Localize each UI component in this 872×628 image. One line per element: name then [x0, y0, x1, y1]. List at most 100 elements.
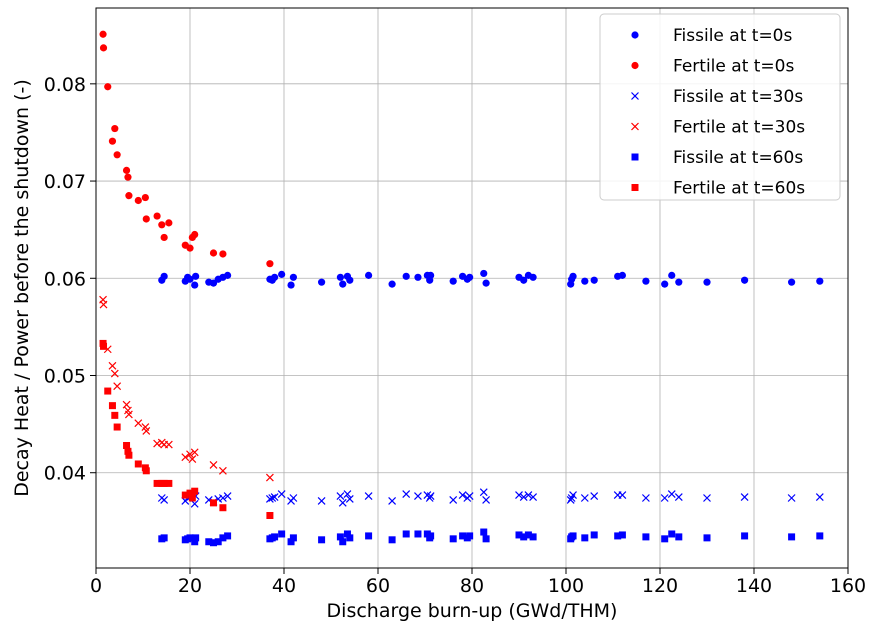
data-point [134, 419, 143, 428]
data-point [336, 273, 344, 281]
data-point [266, 260, 274, 268]
data-point [449, 535, 457, 543]
data-point [265, 473, 274, 482]
data-point [277, 490, 286, 499]
x-axis-title: Discharge burn-up (GWd/THM) [327, 600, 618, 622]
data-point [123, 442, 131, 449]
data-point [482, 535, 490, 543]
data-point [614, 532, 622, 540]
legend-label: Fertile at t=0s [673, 57, 794, 77]
data-point [219, 534, 227, 542]
data-point [388, 496, 397, 505]
data-point [99, 44, 108, 52]
x-tick-label: 0 [90, 575, 102, 597]
data-point [788, 533, 796, 541]
y-tick-label: 0.04 [44, 463, 86, 485]
data-point [339, 280, 347, 288]
data-point [265, 495, 274, 503]
data-point [427, 271, 435, 279]
data-point [188, 455, 197, 464]
data-point [480, 269, 488, 278]
data-point [113, 423, 121, 431]
legend-item: Fertile at t=60s [631, 179, 805, 199]
data-point [741, 276, 749, 284]
data-point [618, 491, 627, 500]
data-point [142, 215, 150, 223]
data-point [287, 538, 295, 546]
data-point [661, 535, 669, 543]
data-point [346, 276, 354, 284]
y-tick-label: 0.06 [44, 268, 86, 290]
data-point [214, 538, 222, 546]
axis-ticks: 0 20 40 60 80 100 120 140 160 0.04 0.05 0.06 0.07 0.0… [44, 74, 866, 597]
data-point [675, 533, 683, 541]
legend-item: Fissile at t=30s [631, 87, 803, 107]
data-point [569, 491, 577, 500]
data-point [210, 539, 217, 547]
data-point [642, 533, 650, 541]
data-point [108, 402, 116, 410]
data-point [402, 490, 411, 499]
data-point [108, 361, 117, 370]
data-point [218, 494, 227, 502]
data-point [524, 491, 533, 500]
legend-label: Fertile at t=30s [673, 118, 805, 138]
legend-marker [631, 31, 639, 39]
data-point [160, 272, 168, 280]
data-point [266, 512, 274, 519]
data-point [482, 279, 490, 287]
data-point [124, 410, 133, 419]
data-point [271, 533, 279, 541]
data-point [426, 492, 435, 500]
legend-marker [631, 122, 639, 131]
series-1 [158, 269, 824, 289]
data-point [515, 531, 523, 539]
data-point [122, 400, 131, 409]
data-point [520, 276, 528, 284]
data-point [110, 369, 119, 378]
data-point [661, 280, 669, 288]
data-point [480, 528, 488, 536]
data-point [642, 277, 650, 285]
data-point [223, 492, 232, 500]
data-point [590, 276, 598, 284]
legend-label: Fissile at t=30s [673, 87, 803, 107]
data-point [402, 272, 410, 280]
data-point [153, 479, 161, 487]
legend: Fissile at t=0s Fertile at t=0s Fissile at… [599, 13, 841, 201]
data-point [191, 230, 199, 239]
data-point [449, 496, 458, 504]
data-point [318, 536, 326, 544]
data-point [278, 530, 286, 538]
data-point [191, 281, 199, 289]
data-points [99, 30, 824, 547]
data-point [160, 479, 168, 487]
data-point [388, 280, 396, 288]
data-point [674, 493, 683, 501]
y-tick-label: 0.07 [44, 171, 86, 193]
data-point [581, 534, 589, 542]
data-point [289, 494, 298, 502]
data-point [566, 496, 575, 504]
data-point [365, 532, 373, 540]
data-point [113, 151, 121, 159]
data-point [318, 278, 326, 286]
data-point [479, 488, 488, 497]
data-point [289, 273, 297, 281]
data-point [741, 532, 749, 540]
data-point [158, 221, 166, 229]
x-tick-label: 160 [830, 575, 866, 597]
y-axis-title: Decay Heat / Power before the shutdown (… [11, 79, 33, 497]
legend-label: Fertile at t=60s [673, 179, 805, 199]
data-point [458, 491, 467, 500]
legend-item: Fissile at t=0s [631, 26, 793, 46]
data-point [569, 272, 577, 280]
data-point [205, 538, 213, 546]
data-point [165, 479, 173, 487]
series-4 [99, 295, 274, 482]
legend-label: Fissile at t=0s [673, 26, 793, 46]
data-point [343, 490, 352, 499]
x-tick-label: 20 [178, 575, 202, 597]
series-3 [157, 488, 824, 508]
data-point [667, 490, 676, 499]
